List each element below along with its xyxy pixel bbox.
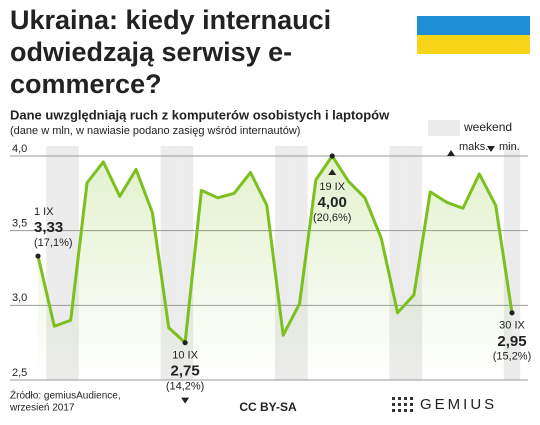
point bbox=[329, 153, 335, 159]
reach-label: (20,6%) bbox=[313, 212, 352, 224]
flag-blue bbox=[417, 16, 530, 35]
y-tick-label: 2,5 bbox=[12, 367, 27, 379]
legend-max: maks. bbox=[459, 141, 488, 153]
point bbox=[509, 310, 515, 316]
point bbox=[182, 340, 188, 346]
chart-title: Ukraina: kiedy internauci odwiedzają ser… bbox=[10, 5, 332, 99]
brand-icon bbox=[392, 397, 413, 412]
legend-min-icon bbox=[487, 146, 495, 152]
value-label: 4,00 bbox=[318, 194, 347, 211]
reach-label: (15,2%) bbox=[493, 351, 532, 363]
date-label: 10 IX bbox=[172, 350, 198, 362]
area bbox=[38, 156, 512, 380]
source: Źródło: gemiusAudience, bbox=[10, 389, 121, 402]
legend-max-icon bbox=[447, 150, 455, 156]
reach-label: (14,2%) bbox=[166, 381, 205, 393]
y-tick-label: 4,0 bbox=[12, 143, 27, 155]
brand: GEMIUS bbox=[420, 396, 497, 413]
y-tick-label: 3,5 bbox=[12, 218, 27, 230]
date-label: 30 IX bbox=[499, 320, 525, 332]
line bbox=[36, 154, 514, 345]
min-marker bbox=[181, 397, 190, 404]
source-date: wrzesień 2017 bbox=[9, 403, 75, 414]
max-marker bbox=[328, 169, 337, 175]
date-label: 19 IX bbox=[319, 181, 345, 193]
subtitle: Dane uwzględniają ruch z komputerów osob… bbox=[10, 107, 390, 122]
plot: 4,0 3,5 3,0 2,5 bbox=[10, 143, 528, 381]
date-label: 1 IX bbox=[34, 206, 54, 218]
y-tick-label: 3,0 bbox=[12, 292, 27, 304]
value-label: 3,33 bbox=[34, 219, 63, 236]
legend-weekend-swatch bbox=[428, 120, 460, 136]
license: CC BY-SA bbox=[239, 400, 297, 414]
legend-weekend: weekend bbox=[463, 120, 512, 134]
value-label: 2,75 bbox=[171, 363, 200, 380]
reach-label: (17,1%) bbox=[34, 237, 73, 249]
legend-min: min. bbox=[499, 141, 520, 153]
value-label: 2,95 bbox=[497, 333, 526, 350]
flag-yellow bbox=[417, 35, 530, 54]
point bbox=[35, 253, 41, 259]
note: (dane w mln, w nawiasie podano zasięg wś… bbox=[10, 125, 300, 137]
